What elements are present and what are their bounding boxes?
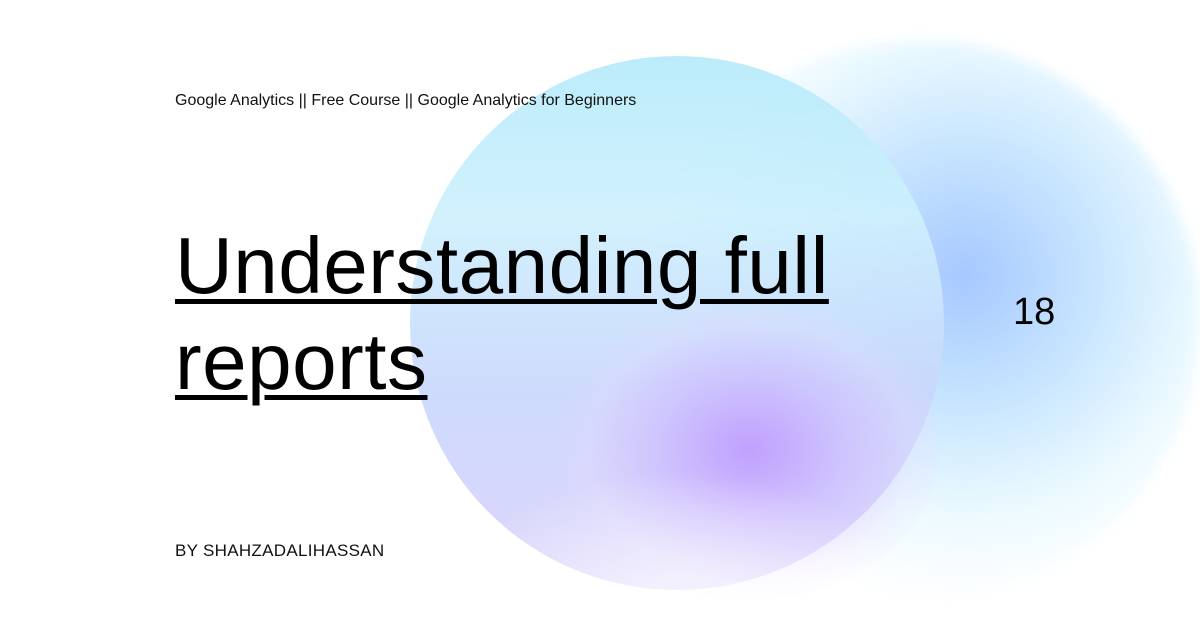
episode-number: 18 [1013, 291, 1056, 333]
series-title: Google Analytics || Free Course || Googl… [175, 92, 637, 109]
white-fade-overlay [420, 470, 940, 627]
page-title: Understanding full reports [175, 221, 829, 406]
author-byline: BY SHAHZADALIHASSAN [175, 541, 385, 560]
